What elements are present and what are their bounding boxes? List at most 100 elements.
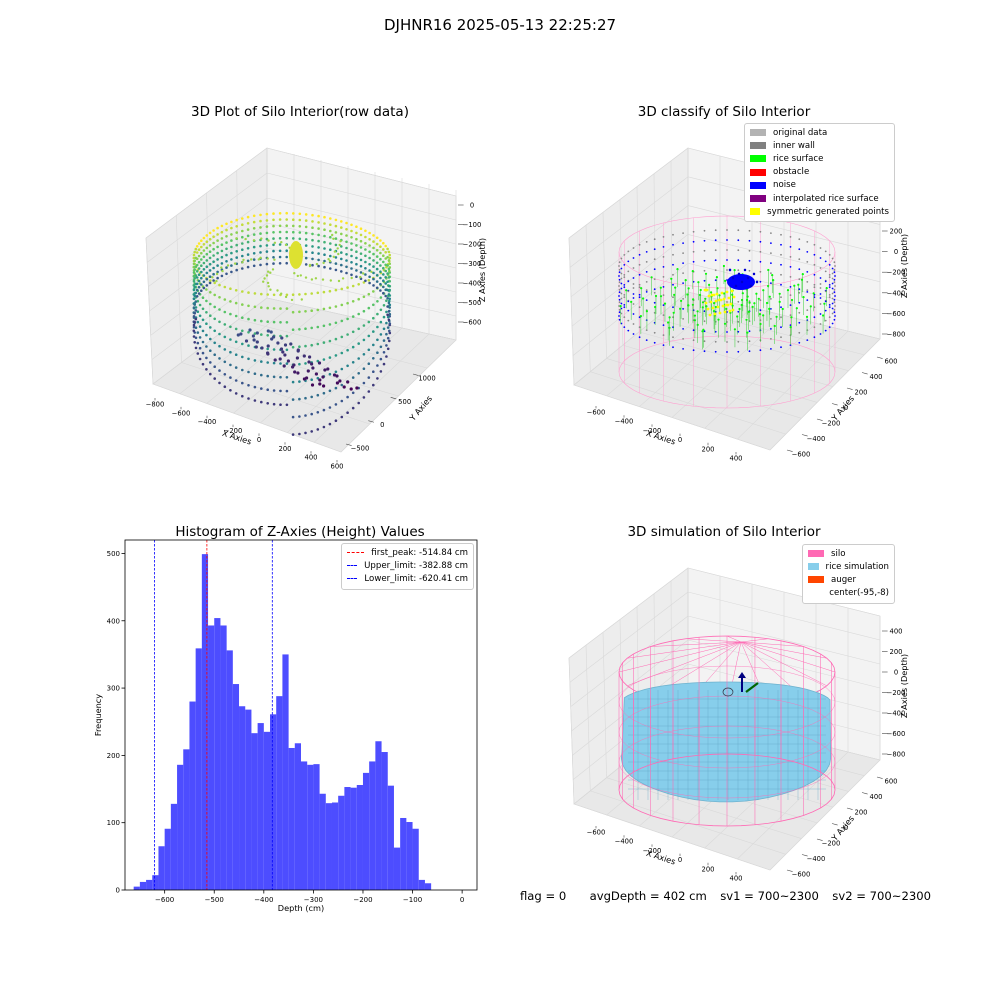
- data-point: [387, 259, 391, 262]
- data-point: [278, 357, 282, 361]
- data-point: [725, 307, 728, 310]
- data-point: [632, 297, 635, 299]
- data-point: [197, 242, 201, 245]
- data-point: [247, 344, 250, 347]
- data-point: [806, 319, 809, 321]
- data-point: [334, 218, 338, 222]
- legend-swatch: [808, 590, 822, 597]
- data-point: [200, 245, 203, 249]
- data-point: [329, 248, 332, 251]
- data-point: [216, 276, 219, 280]
- data-point: [218, 283, 221, 287]
- data-point: [290, 298, 294, 302]
- data-point: [730, 289, 734, 293]
- data-point: [384, 257, 388, 260]
- data-point: [819, 293, 822, 295]
- data-point: [387, 301, 391, 305]
- data-point: [645, 281, 648, 283]
- data-point: [831, 322, 834, 325]
- legend-label: rice simulation: [825, 561, 889, 572]
- data-point: [632, 277, 635, 279]
- data-point: [385, 332, 388, 336]
- data-point: [355, 269, 358, 272]
- data-point: [196, 331, 200, 334]
- data-point: [780, 296, 782, 299]
- data-point: [719, 298, 723, 302]
- data-point: [213, 365, 216, 369]
- data-point: [375, 267, 379, 271]
- data-point: [627, 329, 630, 332]
- data-point: [334, 262, 338, 265]
- data-point: [692, 329, 695, 332]
- histogram-bar: [208, 625, 215, 890]
- data-point: [367, 320, 371, 324]
- histogram-bar: [375, 741, 382, 890]
- data-point: [789, 304, 792, 306]
- data-point: [340, 367, 344, 371]
- silo-mid-ring: [618, 695, 836, 769]
- data-point: [311, 220, 314, 223]
- data-point: [372, 277, 375, 281]
- data-point: [703, 269, 706, 272]
- data-point: [230, 233, 233, 236]
- data-point: [372, 246, 375, 250]
- data-point: [265, 237, 269, 241]
- data-point: [195, 295, 199, 298]
- z-axis-label: Z Axies (Depth): [899, 234, 909, 298]
- data-point: [359, 264, 363, 268]
- data-point: [218, 369, 221, 372]
- data-point: [770, 328, 772, 330]
- data-point: [241, 290, 244, 293]
- data-point: [806, 251, 809, 253]
- data-point: [357, 297, 361, 301]
- y-tick-label: 200: [107, 752, 120, 760]
- data-point: [770, 252, 772, 255]
- data-point: [260, 237, 263, 240]
- z-tick-label: −100: [463, 221, 482, 229]
- rice-simulation-body: [620, 681, 832, 803]
- data-point: [789, 314, 792, 316]
- data-point: [323, 368, 327, 372]
- data-point: [223, 310, 227, 314]
- data-point: [322, 358, 326, 361]
- data-point: [350, 242, 353, 245]
- data-point: [311, 366, 315, 370]
- data-point: [260, 387, 263, 390]
- data-point: [252, 220, 256, 224]
- data-point: [194, 346, 198, 350]
- data-point: [388, 269, 391, 273]
- data-point: [672, 263, 674, 266]
- data-point: [682, 242, 684, 245]
- data-point: [272, 224, 275, 228]
- data-point: [789, 286, 792, 288]
- histogram-bar: [146, 879, 153, 890]
- data-point: [362, 353, 366, 356]
- data-point: [737, 229, 740, 232]
- x-tick-label: −200: [224, 427, 243, 435]
- data-point: [372, 259, 375, 262]
- data-point: [342, 385, 346, 389]
- data-point: [317, 361, 322, 365]
- data-point: [322, 341, 326, 344]
- data-point: [653, 291, 656, 294]
- data-point: [304, 292, 307, 296]
- data-point: [806, 309, 809, 311]
- histogram-bar: [325, 803, 332, 890]
- grid-line: [238, 319, 428, 369]
- data-point: [234, 353, 238, 357]
- data-point: [737, 330, 740, 333]
- data-point: [699, 288, 702, 292]
- grid-line: [266, 197, 457, 245]
- data-point: [725, 290, 729, 294]
- data-point: [260, 346, 264, 350]
- data-point: [679, 307, 682, 310]
- data-point: [192, 262, 196, 266]
- data-point: [310, 383, 315, 387]
- data-point: [295, 356, 299, 360]
- plot1-axes: −800−600−400−2000200400600−500050010000−…: [146, 147, 487, 471]
- data-point: [824, 319, 827, 322]
- silo-mid-ring: [618, 725, 836, 799]
- data-point: [704, 272, 708, 275]
- data-point: [293, 272, 296, 275]
